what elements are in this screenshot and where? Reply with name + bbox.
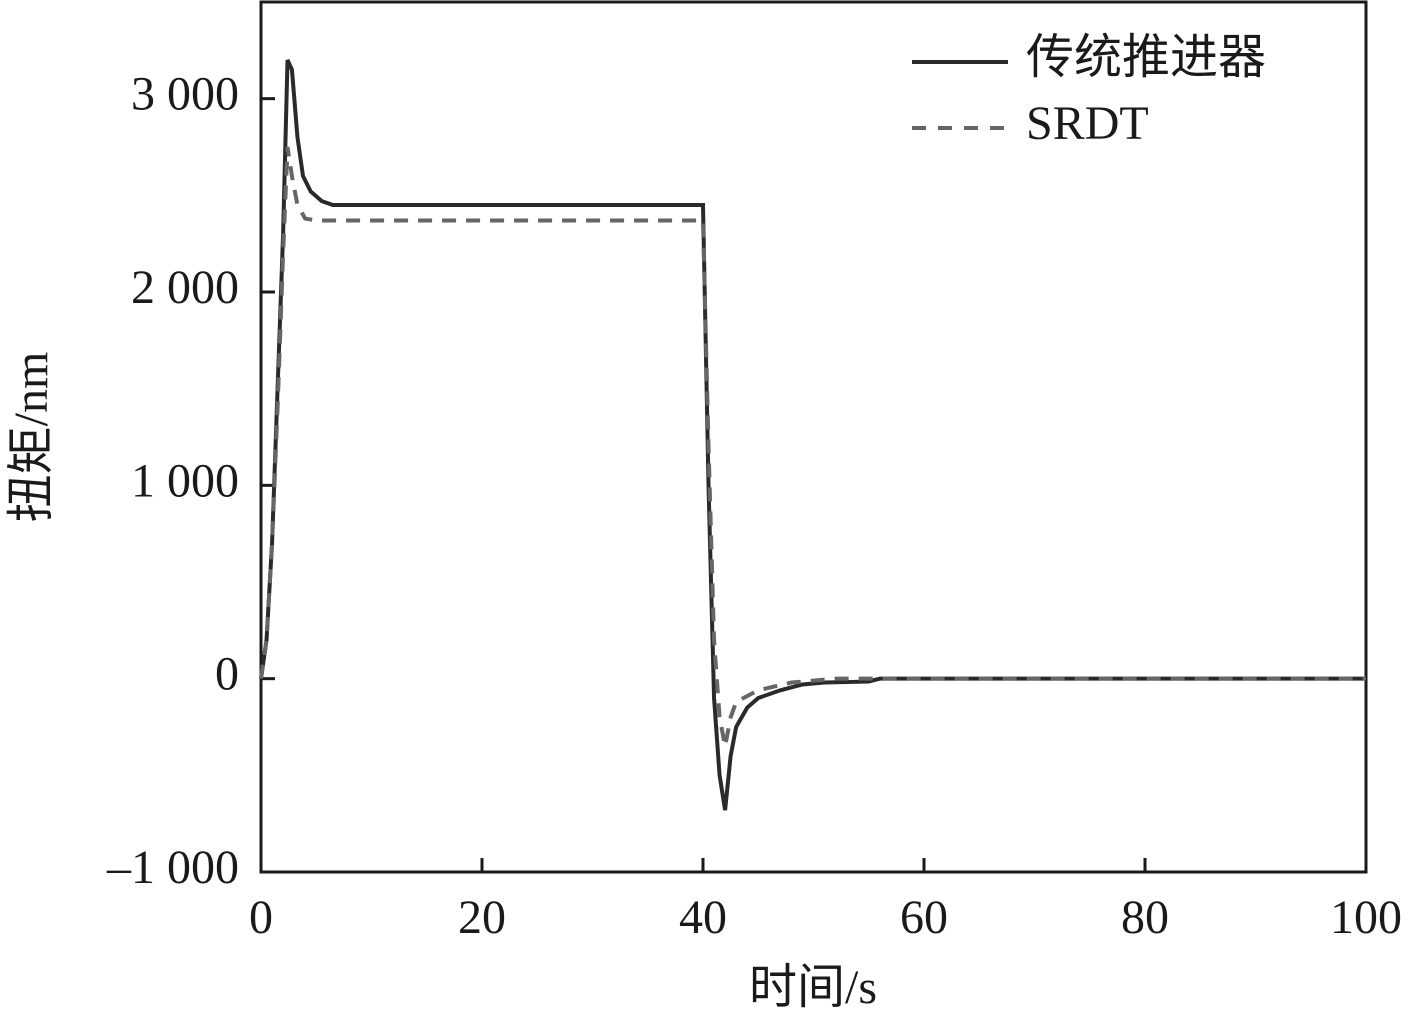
series-line bbox=[259, 146, 1366, 747]
y-tick-label: 1 000 bbox=[131, 454, 239, 507]
legend-label: SRDT bbox=[1026, 97, 1149, 150]
x-tick-label: 100 bbox=[1330, 891, 1402, 944]
x-tick-label: 20 bbox=[458, 891, 506, 944]
y-tick-label: –1 000 bbox=[106, 841, 239, 894]
y-tick-label: 2 000 bbox=[131, 261, 239, 314]
y-axis-label: 扭矩/nm bbox=[5, 352, 58, 523]
x-tick-label: 40 bbox=[679, 891, 727, 944]
y-tick-label: 0 bbox=[215, 648, 239, 701]
plot-frame bbox=[259, 0, 1368, 874]
x-tick-label: 80 bbox=[1121, 891, 1169, 944]
x-tick-label: 60 bbox=[900, 891, 948, 944]
legend-label: 传统推进器 bbox=[1026, 31, 1266, 84]
x-tick-label: 0 bbox=[249, 891, 273, 944]
y-tick-label: 3 000 bbox=[131, 68, 239, 121]
series-line bbox=[259, 59, 1366, 811]
x-axis-label: 时间/s bbox=[749, 961, 877, 1014]
